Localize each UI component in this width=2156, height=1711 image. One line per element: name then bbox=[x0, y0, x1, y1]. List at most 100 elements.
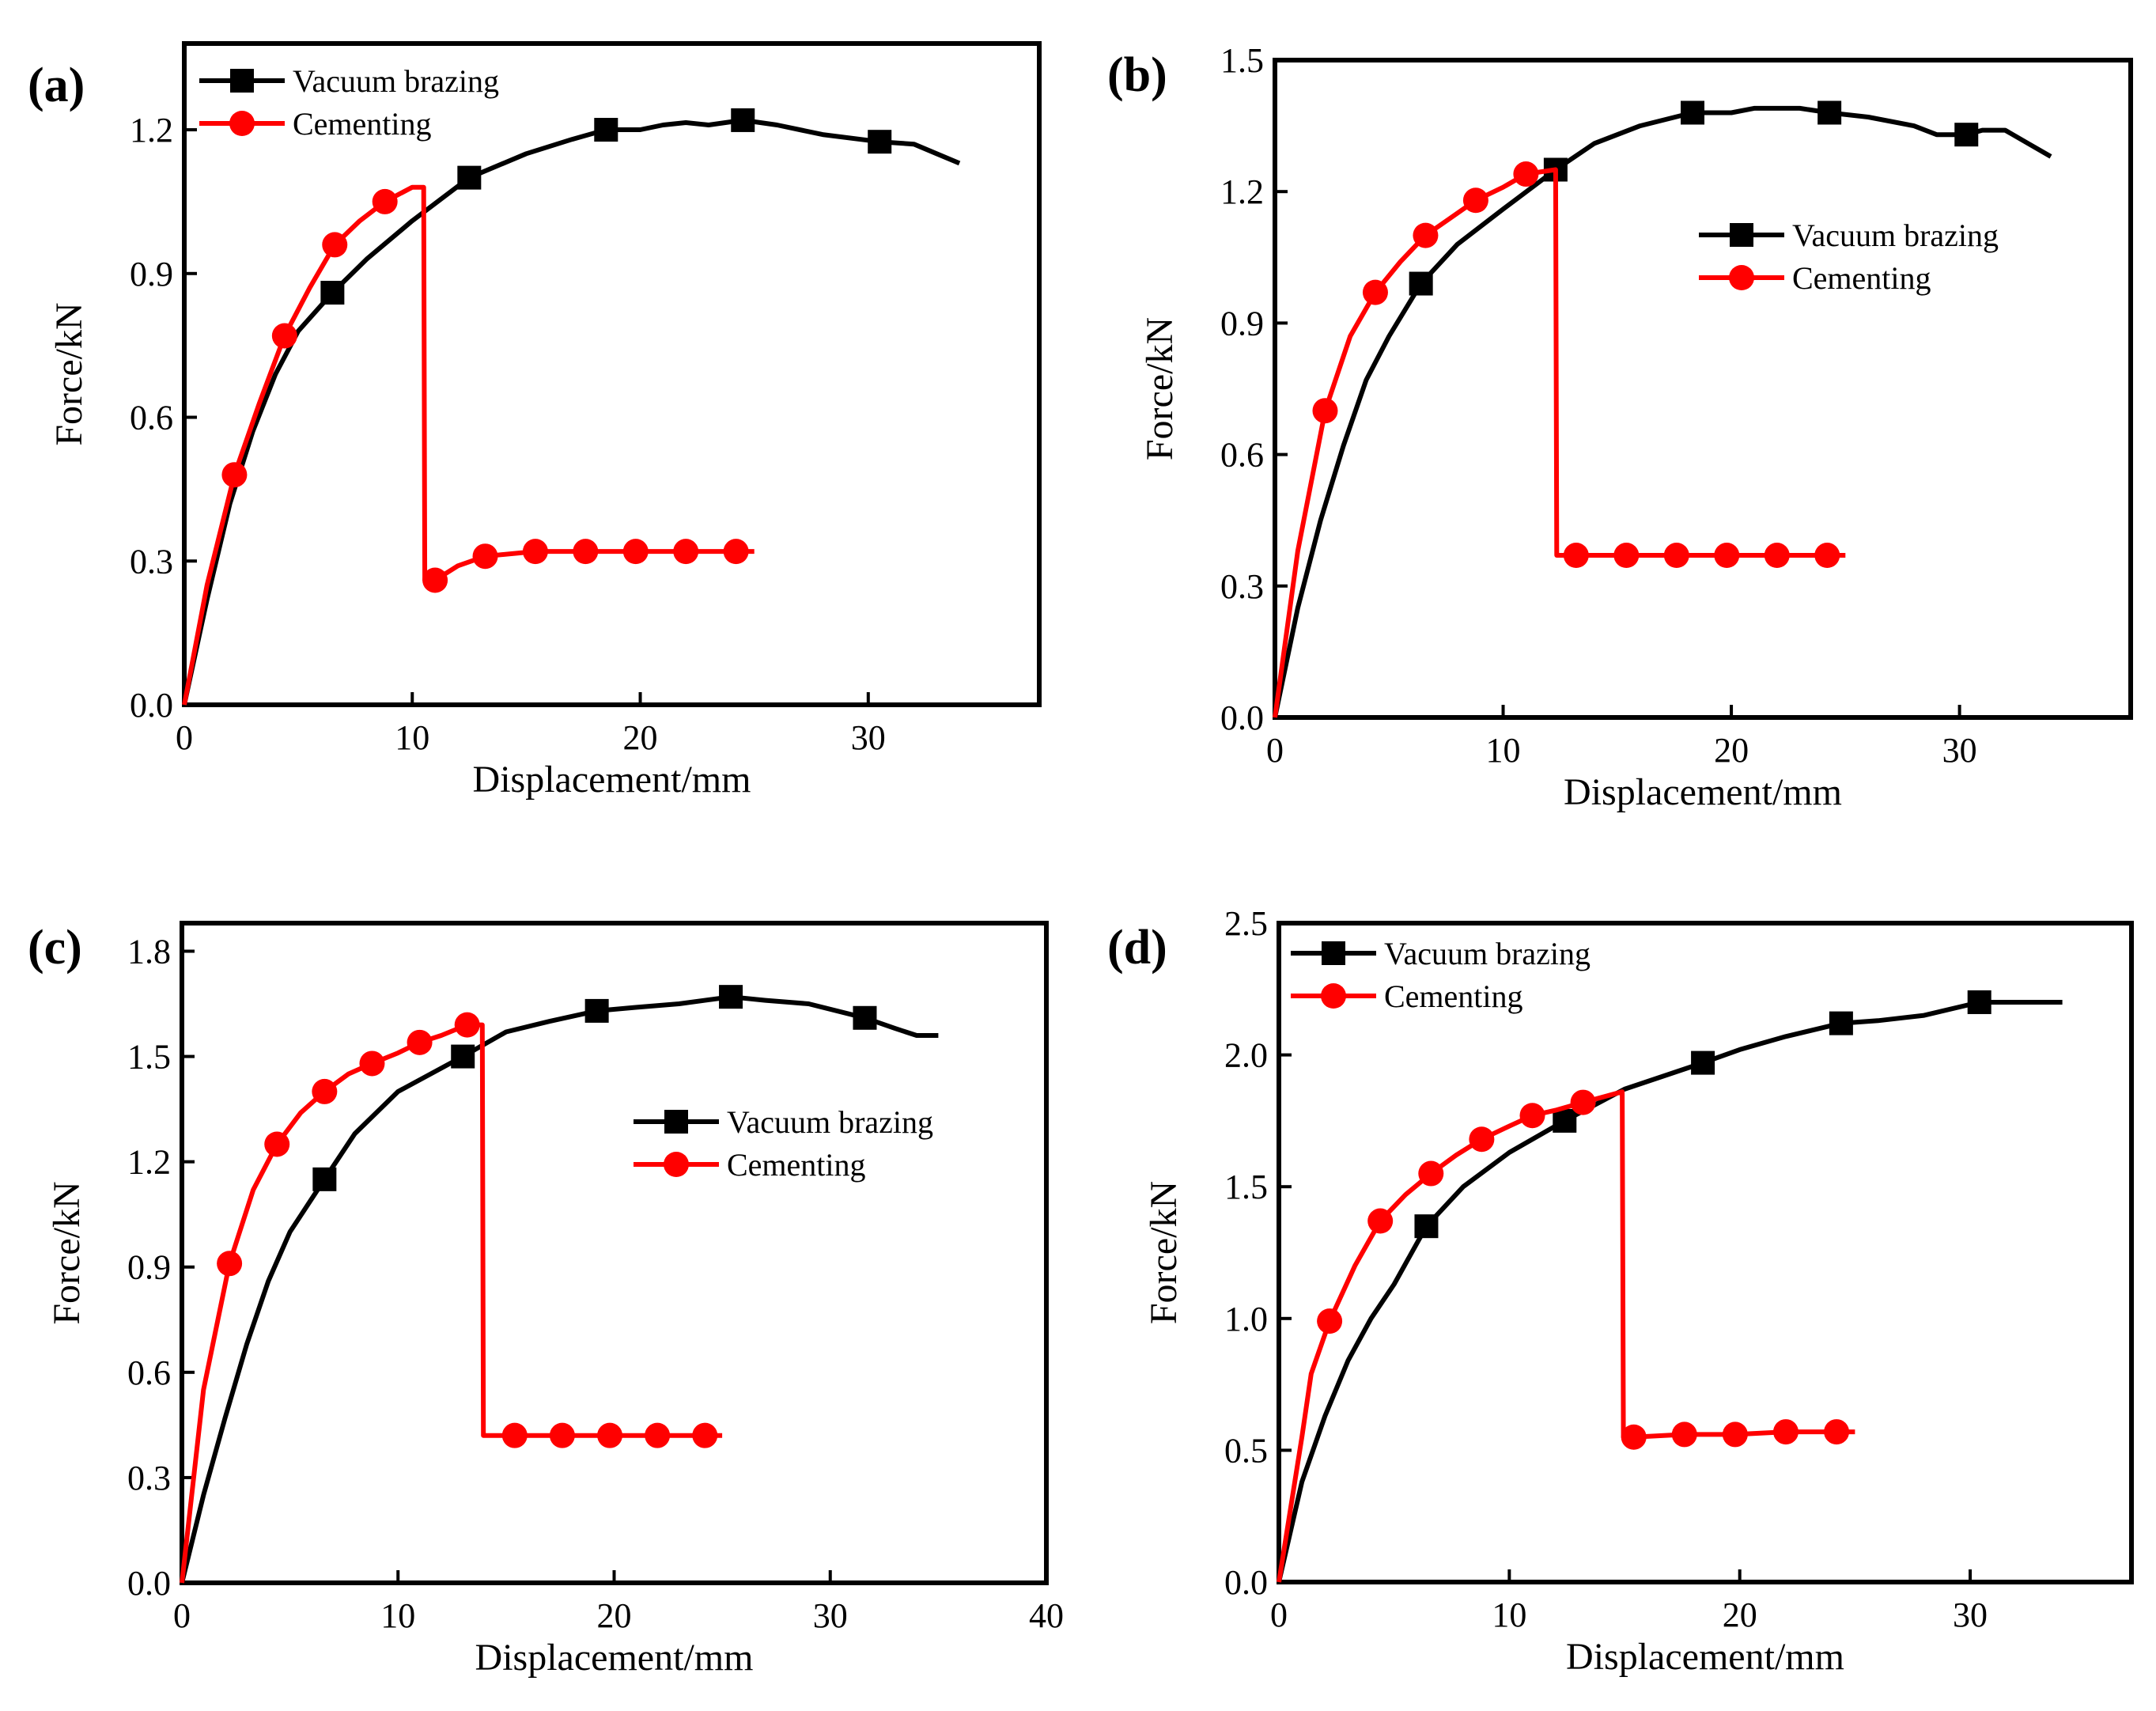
cementing-marker bbox=[501, 1422, 528, 1448]
vacuum-brazing-marker bbox=[1954, 123, 1979, 147]
plot-frame bbox=[1273, 58, 2133, 720]
cementing-marker bbox=[271, 323, 297, 349]
x-tick-label: 0 bbox=[173, 1596, 191, 1635]
x-axis-title: Displacement/mm bbox=[475, 1637, 754, 1679]
x-tick-label: 0 bbox=[1270, 1596, 1288, 1634]
chart-panel-c: (c) 0 10 20 30 40 0.0 0.3 0.6 0.9 1.2 1.5 1.8 Displac… bbox=[28, 921, 1064, 1679]
x-axis-title: Displacement/mm bbox=[1566, 1636, 1844, 1678]
cementing-marker bbox=[673, 539, 699, 565]
legend-label-cementing: Cementing bbox=[1792, 260, 1931, 296]
chart-panel-b: (b) 0 10 20 30 0.0 0.3 0.6 0.9 1.2 1.5 Displacement… bbox=[1107, 41, 2133, 813]
y-axis-title: Force/kN bbox=[1143, 1181, 1185, 1324]
x-tick-label: 10 bbox=[1486, 731, 1521, 770]
cementing-marker bbox=[573, 539, 599, 565]
x-tick-label: 0 bbox=[1266, 731, 1284, 770]
legend-label-vacuum-brazing: Vacuum brazing bbox=[293, 63, 499, 99]
vacuum-brazing-marker bbox=[1691, 1050, 1715, 1075]
vacuum-brazing-marker bbox=[584, 998, 609, 1023]
vacuum-brazing-marker bbox=[1817, 100, 1842, 125]
y-tick-label: 1.5 bbox=[1224, 1168, 1268, 1206]
cementing-marker bbox=[549, 1422, 575, 1448]
cementing-series-line bbox=[182, 184, 755, 706]
cementing-marker bbox=[1462, 187, 1488, 214]
vacuum-brazing-marker bbox=[1829, 1011, 1853, 1035]
vacuum-brazing-series-line bbox=[182, 117, 961, 706]
y-tick-label: 0.6 bbox=[127, 1353, 171, 1392]
vacuum-brazing-marker bbox=[853, 1005, 877, 1030]
x-tick-label: 20 bbox=[1714, 731, 1749, 770]
y-tick-label: 0.6 bbox=[130, 399, 173, 437]
cementing-marker bbox=[1469, 1126, 1495, 1153]
y-tick-label: 1.5 bbox=[127, 1038, 171, 1077]
vacuum-brazing-marker bbox=[1681, 100, 1705, 125]
cementing-marker bbox=[1722, 1421, 1748, 1448]
x-tick-label: 20 bbox=[597, 1596, 632, 1635]
cementing-marker bbox=[1714, 543, 1740, 569]
vacuum-brazing-marker bbox=[719, 985, 743, 1009]
x-tick-label: 30 bbox=[813, 1596, 848, 1635]
cementing-marker bbox=[1814, 543, 1840, 569]
x-axis-title: Displacement/mm bbox=[473, 759, 751, 801]
cementing-marker bbox=[422, 567, 448, 593]
y-tick-label: 0.5 bbox=[1224, 1431, 1268, 1470]
vacuum-brazing-marker bbox=[457, 165, 482, 190]
cementing-marker bbox=[1317, 1308, 1343, 1334]
vacuum-brazing-marker bbox=[320, 281, 345, 305]
vacuum-brazing-series-line bbox=[1277, 1000, 2063, 1583]
x-tick-label: 30 bbox=[1953, 1596, 1988, 1634]
legend-marker-cementing bbox=[229, 111, 255, 136]
cementing-marker bbox=[522, 539, 548, 565]
cementing-marker bbox=[407, 1029, 433, 1055]
y-tick-label: 1.2 bbox=[1220, 172, 1264, 211]
panel-label: (c) bbox=[28, 921, 82, 975]
plot-frame bbox=[180, 921, 1049, 1585]
y-tick-label: 0.3 bbox=[1220, 567, 1264, 606]
x-tick-label: 30 bbox=[851, 718, 886, 757]
cementing-marker bbox=[221, 462, 248, 488]
cementing-marker bbox=[1519, 1103, 1545, 1129]
chart-panel-d: (d) 0 10 20 30 0.0 0.5 1.0 1.5 2.0 2.5 Displacement… bbox=[1107, 904, 2134, 1678]
y-tick-label: 0.0 bbox=[1220, 698, 1264, 737]
x-tick-label: 10 bbox=[395, 718, 429, 757]
y-tick-label: 1.5 bbox=[1220, 41, 1264, 80]
cementing-marker bbox=[597, 1422, 623, 1448]
y-axis-title: Force/kN bbox=[1139, 317, 1181, 460]
cementing-marker bbox=[217, 1251, 243, 1277]
legend-label-cementing: Cementing bbox=[727, 1147, 866, 1183]
vacuum-brazing-marker bbox=[594, 118, 618, 142]
cementing-marker bbox=[1764, 543, 1790, 569]
legend-label-vacuum-brazing: Vacuum brazing bbox=[1792, 218, 1999, 253]
cementing-marker bbox=[692, 1422, 718, 1448]
panel-label: (d) bbox=[1107, 921, 1167, 975]
cementing-marker bbox=[1367, 1208, 1394, 1234]
vacuum-brazing-marker bbox=[1409, 271, 1433, 296]
x-tick-label: 20 bbox=[1723, 1596, 1757, 1634]
x-tick-label: 20 bbox=[623, 718, 658, 757]
legend-label-vacuum-brazing: Vacuum brazing bbox=[1384, 936, 1591, 971]
cementing-marker bbox=[723, 539, 749, 565]
panel-label: (b) bbox=[1107, 48, 1167, 102]
legend-label-cementing: Cementing bbox=[293, 106, 432, 142]
vacuum-brazing-series-line bbox=[180, 994, 939, 1584]
cementing-marker bbox=[1513, 161, 1539, 187]
y-axis-title: Force/kN bbox=[46, 1181, 88, 1324]
vacuum-brazing-marker bbox=[1414, 1214, 1439, 1239]
vacuum-brazing-marker bbox=[868, 130, 892, 154]
legend-marker-vacuum-brazing bbox=[230, 69, 254, 93]
cementing-marker bbox=[1362, 279, 1388, 305]
x-tick-label: 0 bbox=[176, 718, 193, 757]
y-axis-title: Force/kN bbox=[48, 302, 90, 445]
vacuum-brazing-marker bbox=[451, 1044, 475, 1069]
cementing-marker bbox=[1613, 543, 1640, 569]
cementing-marker bbox=[1563, 543, 1589, 569]
y-tick-label: 1.8 bbox=[127, 932, 171, 971]
panel-label: (a) bbox=[28, 59, 85, 112]
cementing-marker bbox=[1413, 222, 1439, 248]
cementing-marker bbox=[1671, 1421, 1697, 1448]
legend-marker-cementing bbox=[664, 1152, 689, 1177]
y-tick-label: 0.9 bbox=[127, 1248, 171, 1287]
y-tick-label: 1.2 bbox=[127, 1143, 171, 1182]
y-tick-label: 1.2 bbox=[130, 111, 173, 150]
vacuum-brazing-marker bbox=[1553, 1108, 1577, 1133]
